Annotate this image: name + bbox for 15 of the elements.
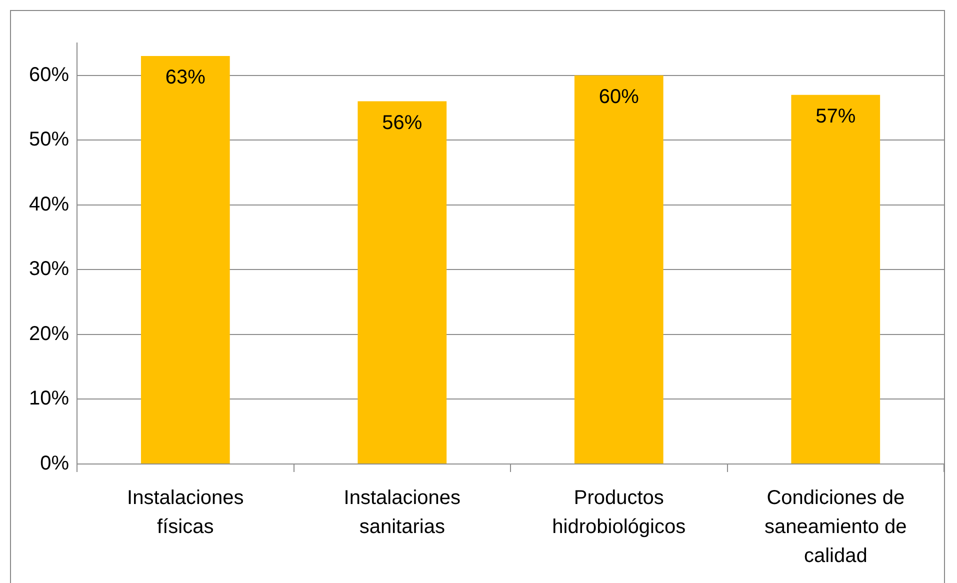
data-label: 57% <box>816 105 856 128</box>
y-tick-label: 60% <box>29 64 70 86</box>
y-tick-label: 10% <box>29 388 70 410</box>
x-tick-label: Productos hidrobiológicos <box>552 487 686 538</box>
y-tick-label: 0% <box>40 452 70 475</box>
y-tick-label: 20% <box>29 322 70 345</box>
data-label: 63% <box>165 66 206 88</box>
data-label: 60% <box>598 86 640 108</box>
y-tick-label: 30% <box>29 258 70 280</box>
y-tick-label: 50% <box>29 128 70 151</box>
x-tick-label: Instalaciones sanitarias <box>344 487 461 538</box>
data-label: 56% <box>382 112 422 134</box>
x-tick-label: Condiciones de saneamiento de calidad <box>764 487 907 568</box>
x-tick-label: Instalaciones físicas <box>127 487 244 538</box>
y-tick-label: 40% <box>29 193 70 216</box>
